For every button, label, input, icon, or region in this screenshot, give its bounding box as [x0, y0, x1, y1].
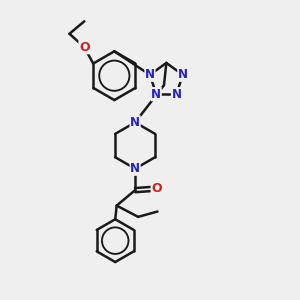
Text: N: N [130, 116, 140, 129]
Text: O: O [151, 182, 162, 195]
Text: N: N [130, 162, 140, 175]
Text: N: N [178, 68, 188, 81]
Text: O: O [79, 41, 90, 54]
Text: N: N [172, 88, 182, 100]
Text: N: N [151, 88, 161, 100]
Text: N: N [145, 68, 155, 81]
